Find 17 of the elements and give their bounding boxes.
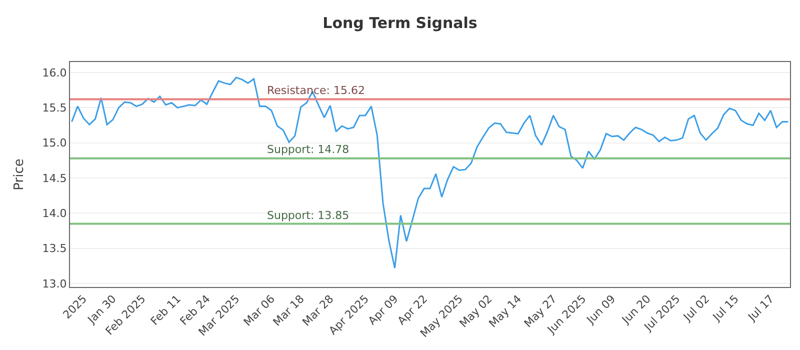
x-tick-label: Jul 02: [680, 292, 712, 324]
ref-line-label: Support: 13.85: [267, 209, 350, 222]
ref-line-label: Resistance: 15.62: [267, 84, 365, 97]
y-axis-title: Price: [12, 158, 28, 190]
chart-title: Long Term Signals: [322, 14, 478, 32]
x-tick-label: Jul 15: [710, 292, 742, 324]
y-tick-label: 15.5: [42, 102, 67, 115]
x-tick-label: Jul 17: [744, 292, 777, 324]
y-tick-label: 13.0: [42, 277, 67, 290]
y-tick-label: 14.5: [42, 172, 67, 185]
y-tick-label: 16.0: [42, 66, 67, 80]
line-series: [71, 76, 789, 269]
y-tick-label: 14.0: [42, 207, 67, 220]
y-tick-label: 13.5: [42, 242, 67, 256]
y-tick-label: 15.0: [42, 136, 67, 150]
ref-line-label: Support: 14.78: [267, 143, 350, 156]
x-tick-label: Jun 09: [584, 292, 618, 327]
